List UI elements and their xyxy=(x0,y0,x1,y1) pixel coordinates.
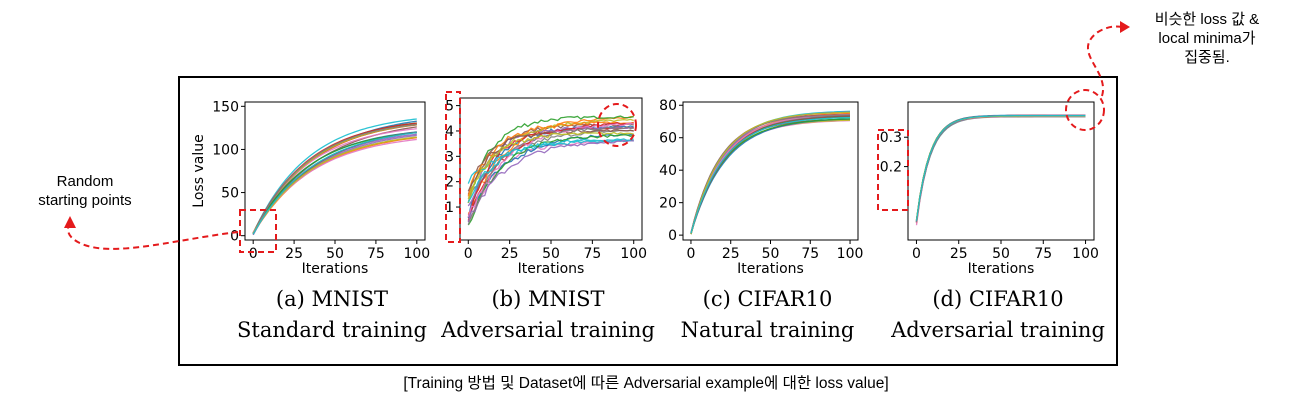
start-highlight-box-b xyxy=(445,91,461,243)
subplot-caption-title: (c) CIFAR10 xyxy=(703,287,833,311)
highlight-layer xyxy=(64,21,1130,253)
series-line xyxy=(252,131,417,235)
x-tick-label: 50 xyxy=(326,246,344,262)
x-axis-label: Iterations xyxy=(518,261,585,277)
y-tick-label: 4 xyxy=(445,124,454,140)
plot-frame xyxy=(244,101,426,241)
x-axis-label: Iterations xyxy=(968,261,1035,277)
series-line xyxy=(690,116,851,234)
subplot-caption-subtitle: Natural training xyxy=(681,318,855,342)
subplot-caption-subtitle: Adversarial training xyxy=(890,318,1105,342)
y-tick-label: 20 xyxy=(659,196,677,212)
y-tick-label: 0 xyxy=(668,228,677,244)
subplot-caption-subtitle: Standard training xyxy=(237,318,427,342)
series-line xyxy=(915,115,1086,221)
plot-frame xyxy=(907,101,1095,241)
random-start-annotation: Random starting points xyxy=(10,172,160,210)
minima-highlight-circle-d xyxy=(1065,89,1105,131)
x-tick-label: 25 xyxy=(950,246,968,262)
y-tick-label: 40 xyxy=(659,163,677,179)
x-tick-label: 100 xyxy=(1072,246,1099,262)
x-tick-label: 75 xyxy=(583,246,601,262)
chart-2: 0 25 50 75 100 0 20 40 60 80 Iterations (c) CIFAR10… xyxy=(659,98,863,342)
start-highlight-box-a xyxy=(239,209,277,253)
series-line xyxy=(252,123,417,235)
x-tick-label: 100 xyxy=(837,246,864,262)
x-tick-label: 50 xyxy=(542,246,560,262)
series-line xyxy=(690,114,851,234)
x-tick-label: 0 xyxy=(912,246,921,262)
chart-3: 0 25 50 75 100 0.2 0.3 Iterations (d) CIFAR10 Adv… xyxy=(880,101,1105,342)
series-line xyxy=(252,136,417,234)
series-line xyxy=(252,131,417,235)
x-axis-label: Iterations xyxy=(737,261,804,277)
subplot-caption-subtitle: Adversarial training xyxy=(440,318,655,342)
subplot-caption-title: (a) MNIST xyxy=(276,287,388,311)
x-tick-label: 75 xyxy=(1034,246,1052,262)
y-tick-label: 100 xyxy=(212,142,239,158)
y-tick-label: 0.2 xyxy=(880,160,902,176)
series-line xyxy=(467,128,634,192)
minima-arrow-curve xyxy=(1086,25,1123,97)
x-tick-label: 0 xyxy=(686,246,695,262)
x-tick-label: 75 xyxy=(367,246,385,262)
y-tick-label: 50 xyxy=(221,186,239,202)
y-tick-label: 80 xyxy=(659,98,677,114)
subplot-caption-title: (b) MNIST xyxy=(491,287,604,311)
y-tick-label: 0 xyxy=(230,229,239,245)
random-start-line1: Random xyxy=(56,173,114,190)
x-axis-label: Iterations xyxy=(302,261,369,277)
x-tick-label: 25 xyxy=(722,246,740,262)
local-minima-line3: 집중됨. xyxy=(1184,49,1230,66)
series-line xyxy=(690,111,850,235)
random-start-line2: starting points xyxy=(38,192,132,209)
start-arrow-head xyxy=(64,216,76,228)
plot-frame xyxy=(682,101,859,241)
figure-frame xyxy=(178,76,1118,366)
minima-arrow-head xyxy=(1120,21,1130,33)
series-line xyxy=(467,121,634,197)
x-tick-label: 0 xyxy=(464,246,473,262)
x-tick-label: 100 xyxy=(620,246,647,262)
x-tick-label: 50 xyxy=(762,246,780,262)
y-tick-label: 3 xyxy=(445,149,454,165)
y-tick-label: 0.3 xyxy=(880,130,902,146)
y-tick-label: 1 xyxy=(445,200,454,216)
start-highlight-box-d xyxy=(877,129,909,211)
series-line xyxy=(252,118,417,234)
chart-1: 0 25 50 75 100 1 2 3 4 5 Iterations (b) MNIST Advers… xyxy=(440,97,655,342)
series-line xyxy=(467,131,634,204)
x-tick-label: 25 xyxy=(285,246,303,262)
x-tick-label: 25 xyxy=(501,246,519,262)
y-tick-label: 5 xyxy=(445,99,454,115)
chart-0: 0 25 50 75 100 0 50 100 150 Iterations Loss value (… xyxy=(191,99,430,342)
y-axis-label: Loss value xyxy=(191,134,207,207)
local-minima-annotation: 비슷한 loss 값 & local minima가 집중됨. xyxy=(1132,10,1282,67)
x-tick-label: 0 xyxy=(249,246,258,262)
y-tick-label: 2 xyxy=(445,175,454,191)
minima-highlight-circle-b xyxy=(597,103,637,147)
start-arrow-curve xyxy=(67,221,239,250)
series-line xyxy=(252,133,417,236)
series-line xyxy=(467,115,634,204)
y-tick-label: 60 xyxy=(659,131,677,147)
series-line xyxy=(467,134,634,226)
y-tick-label: 150 xyxy=(212,99,239,115)
figure-caption: [Training 방법 및 Dataset에 따른 Adversarial e… xyxy=(403,375,889,392)
x-tick-label: 100 xyxy=(403,246,430,262)
subplot-caption-title: (d) CIFAR10 xyxy=(932,287,1063,311)
x-tick-label: 75 xyxy=(801,246,819,262)
series-line xyxy=(467,138,634,203)
series-line xyxy=(252,137,417,235)
series-line xyxy=(467,126,634,225)
series-line xyxy=(690,118,851,234)
local-minima-line1: 비슷한 loss 값 & xyxy=(1154,11,1260,28)
local-minima-line2: local minima가 xyxy=(1158,30,1256,47)
x-tick-label: 50 xyxy=(992,246,1010,262)
